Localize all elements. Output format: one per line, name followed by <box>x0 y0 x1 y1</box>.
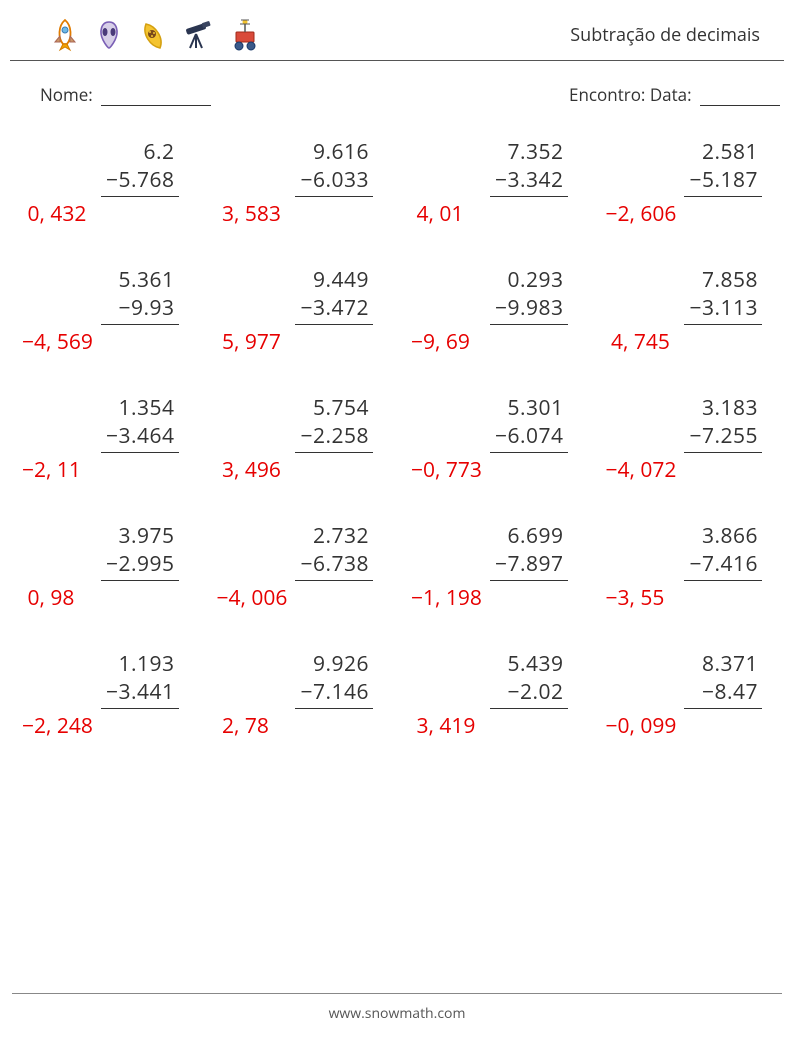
minuend: 0.293 <box>507 266 567 294</box>
problem-11: 5.301−6.074 −0, 773 <box>407 394 582 484</box>
worksheet-title: Subtração de decimais <box>570 23 760 47</box>
minuend: 6.699 <box>507 522 567 550</box>
answer: 0, 98 <box>18 581 74 612</box>
problem-20: 8.371−8.47−0, 099 <box>602 650 777 740</box>
problem-18: 9.926−7.146 2, 78 <box>213 650 388 740</box>
date-label: Encontro: Data: <box>569 83 692 106</box>
problem-3: 7.352−3.342 4, 01 <box>407 138 582 228</box>
answer: −2, 248 <box>18 709 93 740</box>
minuend: 5.361 <box>118 266 178 294</box>
subtrahend: −2.258 <box>295 422 373 453</box>
subtrahend: −7.255 <box>684 422 762 453</box>
subtrahend: −3.441 <box>101 678 179 709</box>
answer: 3, 419 <box>407 709 475 740</box>
problem-17: 1.193−3.441 −2, 248 <box>18 650 193 740</box>
subtrahend: −9.93 <box>101 294 179 325</box>
problem-1: 6.2−5.768 0, 432 <box>18 138 193 228</box>
subtrahend: −3.113 <box>684 294 762 325</box>
answer: 2, 78 <box>213 709 269 740</box>
minuend: 2.732 <box>313 522 373 550</box>
answer: −1, 198 <box>407 581 482 612</box>
answer: 5, 977 <box>213 325 281 356</box>
problem-8: 7.858−3.113 4, 745 <box>602 266 777 356</box>
minuend: 1.354 <box>118 394 178 422</box>
subtrahend: −7.146 <box>295 678 373 709</box>
subtrahend: −5.187 <box>684 166 762 197</box>
problem-15: 6.699−7.897 −1, 198 <box>407 522 582 612</box>
answer: −3, 55 <box>602 581 665 612</box>
problem-10: 5.754−2.258 3, 496 <box>213 394 388 484</box>
problem-13: 3.975−2.995 0, 98 <box>18 522 193 612</box>
problem-4: 2.581−5.187−2, 606 <box>602 138 777 228</box>
alien-icon <box>94 18 124 52</box>
problem-16: 3.866−7.416 −3, 55 <box>602 522 777 612</box>
name-label: Nome: <box>40 83 93 106</box>
problem-7: 0.293−9.983 −9, 69 <box>407 266 582 356</box>
minuend: 8.371 <box>702 650 762 678</box>
answer: 4, 01 <box>407 197 463 228</box>
answer: 3, 496 <box>213 453 281 484</box>
subtrahend: −8.47 <box>684 678 762 709</box>
subtrahend: −3.342 <box>490 166 568 197</box>
minuend: 3.183 <box>702 394 762 422</box>
header-icons <box>50 18 262 52</box>
subtrahend: −2.02 <box>490 678 568 709</box>
answer: −4, 569 <box>18 325 93 356</box>
minuend: 9.926 <box>313 650 373 678</box>
subtrahend: −3.472 <box>295 294 373 325</box>
subtrahend: −6.033 <box>295 166 373 197</box>
problem-2: 9.616−6.033 3, 583 <box>213 138 388 228</box>
subtrahend: −9.983 <box>490 294 568 325</box>
answer: 4, 745 <box>602 325 670 356</box>
problem-5: 5.361−9.93 −4, 569 <box>18 266 193 356</box>
problem-19: 5.439−2.02 3, 419 <box>407 650 582 740</box>
subtrahend: −7.416 <box>684 550 762 581</box>
date-blank <box>700 105 780 106</box>
answer: −4, 072 <box>602 453 677 484</box>
answer: −9, 69 <box>407 325 470 356</box>
rocket-icon <box>50 18 80 52</box>
answer: 0, 432 <box>18 197 86 228</box>
name-field: Nome: <box>40 83 211 106</box>
minuend: 5.439 <box>507 650 567 678</box>
minuend: 3.866 <box>702 522 762 550</box>
answer: −2, 606 <box>602 197 677 228</box>
problem-14: 2.732−6.738−4, 006 <box>213 522 388 612</box>
answer: 3, 583 <box>213 197 281 228</box>
minuend: 5.301 <box>507 394 567 422</box>
footer-url: www.snowmath.com <box>329 1004 466 1023</box>
minuend: 7.858 <box>702 266 762 294</box>
problem-9: 1.354−3.464 −2, 11 <box>18 394 193 484</box>
problem-12: 3.183−7.255−4, 072 <box>602 394 777 484</box>
subtrahend: −3.464 <box>101 422 179 453</box>
minuend: 2.581 <box>702 138 762 166</box>
footer: www.snowmath.com <box>12 993 782 1023</box>
telescope-icon <box>182 18 214 52</box>
minuend: 6.2 <box>143 138 178 166</box>
minuend: 9.616 <box>313 138 373 166</box>
seed-icon <box>138 18 168 52</box>
subtrahend: −2.995 <box>101 550 179 581</box>
subtrahend: −6.738 <box>295 550 373 581</box>
problem-6: 9.449−3.472 5, 977 <box>213 266 388 356</box>
rover-icon <box>228 18 262 52</box>
date-field: Encontro: Data: <box>569 83 780 106</box>
minuend: 9.449 <box>313 266 373 294</box>
name-blank <box>101 105 211 106</box>
answer: −0, 099 <box>602 709 677 740</box>
worksheet-header: Subtração de decimais <box>10 0 784 61</box>
minuend: 3.975 <box>118 522 178 550</box>
minuend: 5.754 <box>313 394 373 422</box>
subtrahend: −5.768 <box>101 166 179 197</box>
meta-row: Nome: Encontro: Data: <box>0 61 794 106</box>
minuend: 7.352 <box>507 138 567 166</box>
problems-grid: 6.2−5.768 0, 4329.616−6.033 3, 5837.352−… <box>0 106 794 740</box>
answer: −0, 773 <box>407 453 482 484</box>
subtrahend: −7.897 <box>490 550 568 581</box>
subtrahend: −6.074 <box>490 422 568 453</box>
answer: −2, 11 <box>18 453 81 484</box>
answer: −4, 006 <box>213 581 288 612</box>
minuend: 1.193 <box>118 650 178 678</box>
